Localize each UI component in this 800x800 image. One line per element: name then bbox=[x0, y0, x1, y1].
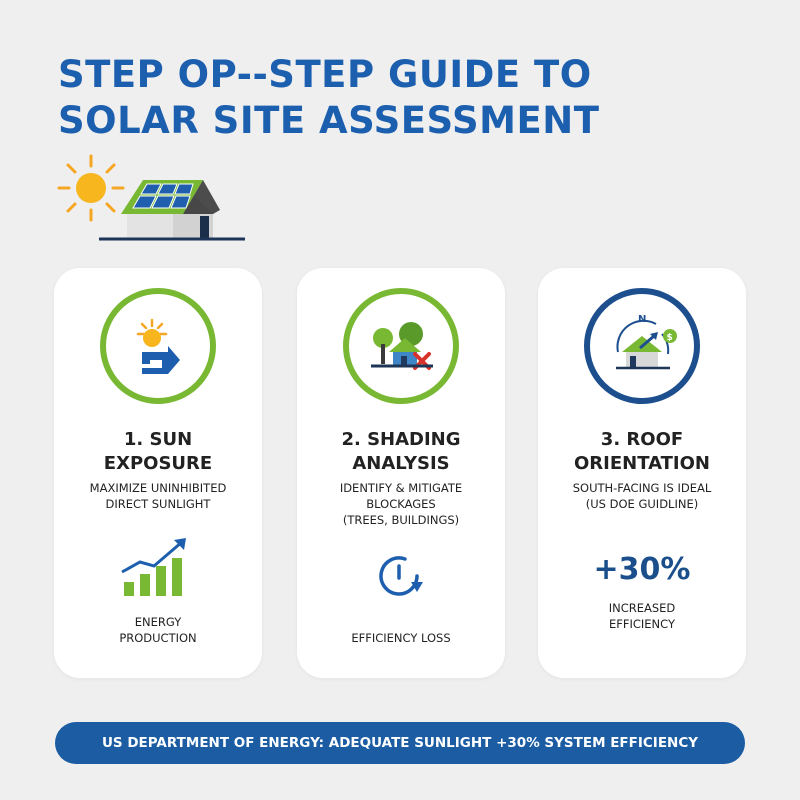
efficiency-gain-value: +30% bbox=[593, 552, 691, 587]
card-desc-line-3: (TREES, BUILDINGS) bbox=[342, 513, 460, 527]
stat-label-line-2: EFFICIENCY bbox=[608, 617, 676, 631]
title-line-1: STEP OP--STEP GUIDE TO bbox=[58, 53, 592, 96]
card-title: 1. SUN EXPOSURE bbox=[54, 428, 262, 476]
card-title: 2. SHADING ANALYSIS bbox=[297, 428, 505, 476]
compass-north-letter: N bbox=[638, 314, 646, 325]
stat-label-line-1: ENERGY bbox=[134, 615, 182, 629]
compass-house-icon: N $ bbox=[616, 314, 677, 370]
shading-analysis-badge bbox=[343, 288, 459, 404]
card-shading-analysis: 2. SHADING ANALYSIS IDENTIFY & MITIGATE … bbox=[297, 268, 505, 678]
stat-label-line-1: EFFICIENCY LOSS bbox=[351, 631, 451, 645]
card-title-line-2: EXPOSURE bbox=[103, 453, 213, 474]
card-description: IDENTIFY & MITIGATE BLOCKAGES (TREES, BU… bbox=[311, 480, 491, 528]
card-title-line-1: 2. SHADING bbox=[341, 429, 461, 450]
card-desc-line-2: DIRECT SUNLIGHT bbox=[105, 497, 211, 511]
card-title-line-2: ORIENTATION bbox=[574, 453, 710, 474]
coin-symbol: $ bbox=[667, 333, 673, 343]
hero-sun-house-illustration bbox=[55, 152, 250, 244]
stat-label: ENERGY PRODUCTION bbox=[54, 614, 262, 646]
stat-label-line-2: PRODUCTION bbox=[119, 631, 197, 645]
roof-orientation-badge: N $ bbox=[584, 288, 700, 404]
title-line-2: SOLAR SITE ASSESSMENT bbox=[58, 99, 600, 142]
sun-house-arrow-icon bbox=[136, 318, 180, 374]
doe-footer-banner: US DEPARTMENT OF ENERGY: ADEQUATE SUNLIG… bbox=[55, 722, 745, 764]
clock-loss-icon bbox=[379, 556, 423, 596]
card-title-line-1: 3. ROOF bbox=[600, 429, 684, 450]
card-title-line-2: ANALYSIS bbox=[352, 453, 450, 474]
sun-solar-house-icon bbox=[57, 154, 245, 241]
card-sun-exposure: 1. SUN EXPOSURE MAXIMIZE UNINHIBITED DIR… bbox=[54, 268, 262, 678]
card-desc-line-2: BLOCKAGES bbox=[366, 497, 436, 511]
growth-bar-chart-icon bbox=[121, 538, 186, 596]
page-title: STEP OP--STEP GUIDE TO SOLAR SITE ASSESS… bbox=[58, 52, 758, 144]
stat-label: INCREASED EFFICIENCY bbox=[538, 600, 746, 632]
card-desc-line-2: (US DOE GUIDLINE) bbox=[585, 497, 699, 511]
sun-exposure-badge bbox=[100, 288, 216, 404]
card-description: MAXIMIZE UNINHIBITED DIRECT SUNLIGHT bbox=[68, 480, 248, 512]
stat-label-line-1: INCREASED bbox=[608, 601, 676, 615]
card-roof-orientation: N $ 3. ROOF ORIENTATION SOUTH-FACING IS … bbox=[538, 268, 746, 678]
card-desc-line-1: IDENTIFY & MITIGATE bbox=[339, 481, 463, 495]
card-title: 3. ROOF ORIENTATION bbox=[538, 428, 746, 476]
card-desc-line-1: SOUTH-FACING IS IDEAL bbox=[572, 481, 712, 495]
banner-text: US DEPARTMENT OF ENERGY: ADEQUATE SUNLIG… bbox=[101, 735, 699, 751]
card-description: SOUTH-FACING IS IDEAL (US DOE GUIDLINE) bbox=[552, 480, 732, 512]
card-title-line-1: 1. SUN bbox=[123, 429, 193, 450]
stat-label: EFFICIENCY LOSS bbox=[297, 630, 505, 646]
card-desc-line-1: MAXIMIZE UNINHIBITED bbox=[89, 481, 227, 495]
trees-house-blocked-icon bbox=[371, 322, 433, 370]
